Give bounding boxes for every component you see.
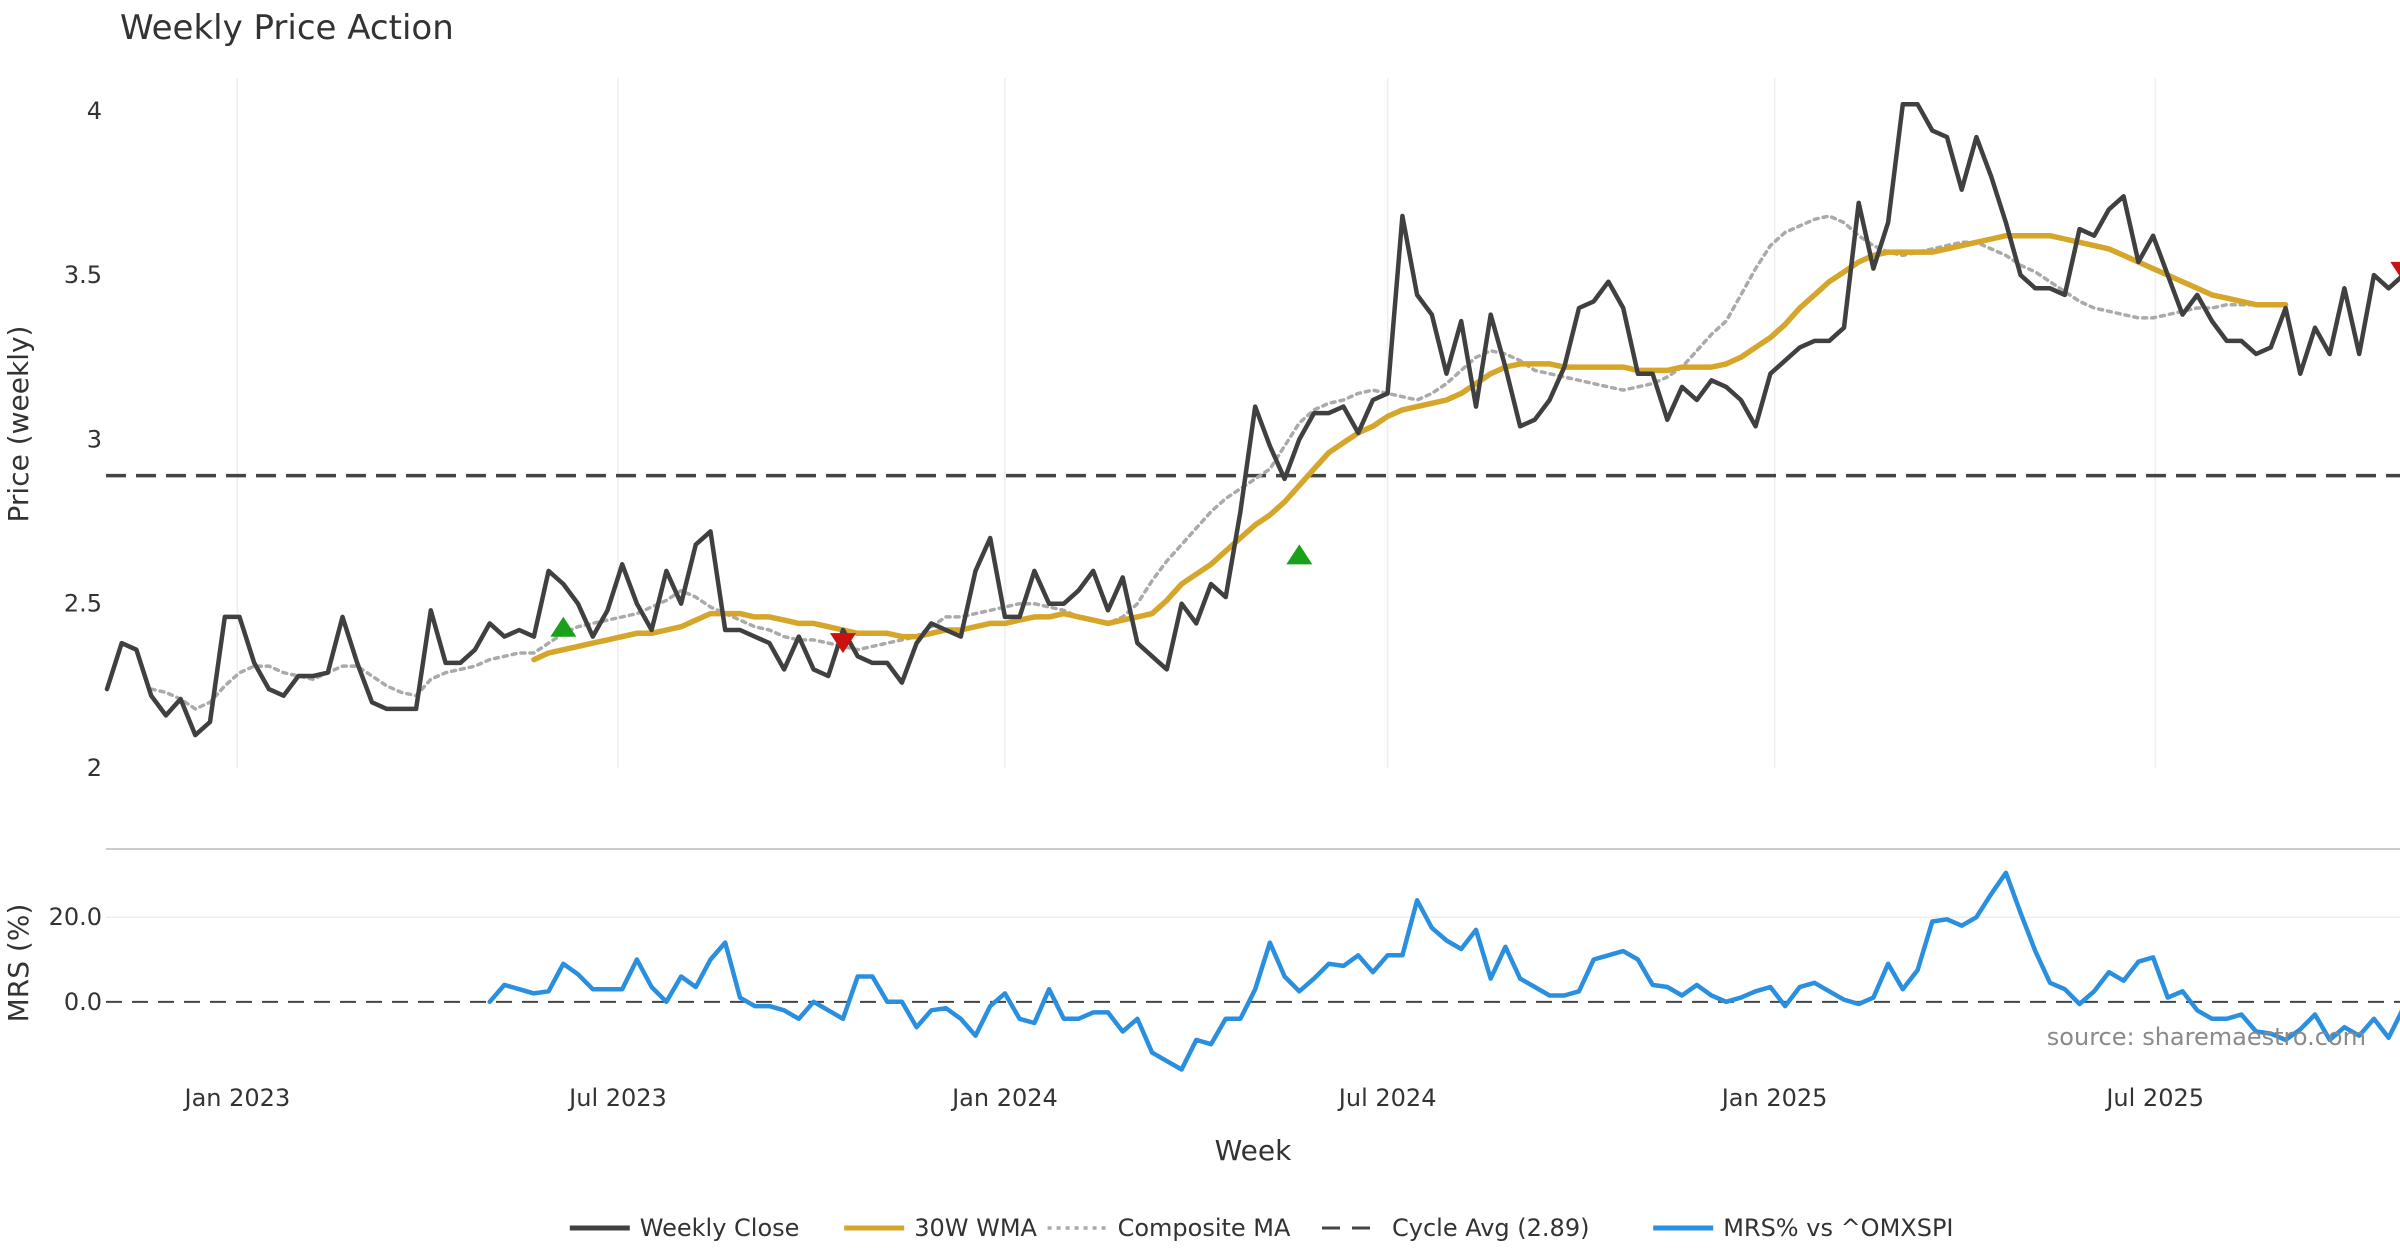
x-axis-label: Week xyxy=(1215,1134,1292,1167)
legend-label: 30W WMA xyxy=(914,1214,1037,1242)
mrs-axis-label: MRS (%) xyxy=(2,904,35,1023)
y-tick-labels: 2 2.5 3 3.5 4 0.0 20.0 xyxy=(49,97,102,1016)
series-30w-wma xyxy=(531,232,2289,663)
mrs-y-tick-label: 0.0 xyxy=(64,988,102,1016)
legend-label: Cycle Avg (2.89) xyxy=(1392,1214,1589,1242)
price-plot xyxy=(104,102,2400,738)
price-y-tick-label: 3 xyxy=(87,425,102,453)
price-y-tick-label: 2 xyxy=(87,754,102,782)
x-tick-label: Jan 2024 xyxy=(950,1084,1058,1112)
price-y-tick-label: 4 xyxy=(87,97,102,125)
chart-title: Weekly Price Action xyxy=(120,8,454,48)
legend-label: MRS% vs ^OMXSPI xyxy=(1723,1214,1953,1242)
price-gridlines xyxy=(236,78,2156,768)
series-composite-ma xyxy=(149,214,2273,711)
x-tick-label: Jan 2023 xyxy=(183,1084,291,1112)
mrs-y-tick-label: 20.0 xyxy=(49,903,102,931)
price-y-tick-label: 2.5 xyxy=(64,590,102,618)
mrs-plot xyxy=(106,870,2400,1072)
x-tick-label: Jul 2023 xyxy=(567,1084,667,1112)
series-mrs xyxy=(487,870,2400,1072)
buy-signal-marker xyxy=(550,616,577,637)
sell-signal-marker xyxy=(830,633,856,654)
legend-label: Composite MA xyxy=(1118,1214,1291,1242)
price-axis-label: Price (weekly) xyxy=(2,326,35,523)
price-y-tick-label: 3.5 xyxy=(64,261,102,289)
series-weekly-close xyxy=(104,102,2400,738)
buy-signal-marker xyxy=(1286,544,1313,565)
x-tick-labels: Jan 2023 Jul 2023 Jan 2024 Jul 2024 Jan 2025… xyxy=(183,1084,2204,1112)
sell-signal-marker xyxy=(2390,261,2400,277)
x-tick-label: Jul 2025 xyxy=(2104,1084,2204,1112)
legend-label: Weekly Close xyxy=(640,1214,800,1242)
legend: Weekly Close 30W WMA Composite MA Cycle Avg… xyxy=(569,1214,1954,1242)
x-tick-label: Jul 2024 xyxy=(1337,1084,1437,1112)
source-note: source: sharemaestro.com xyxy=(2047,1023,2366,1051)
x-tick-label: Jan 2025 xyxy=(1720,1084,1828,1112)
